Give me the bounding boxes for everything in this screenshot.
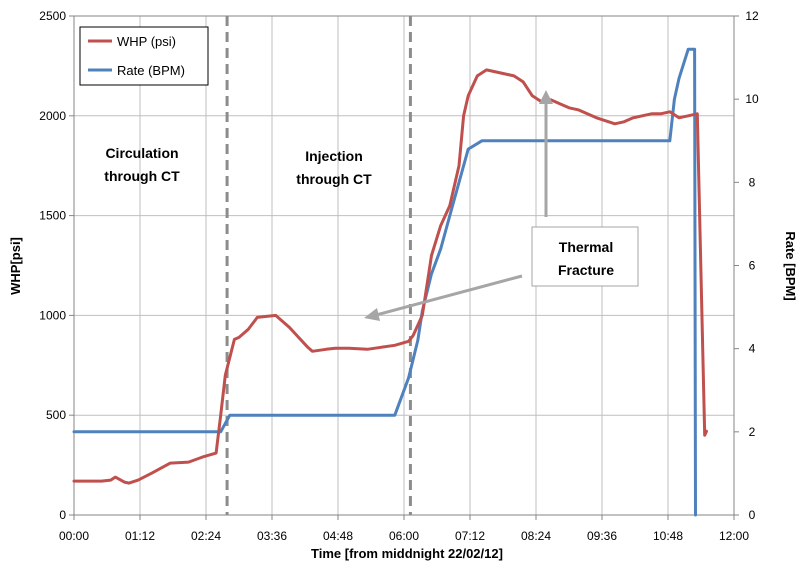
y2-tick-label: 12: [745, 9, 759, 23]
y2-tick-label: 10: [745, 92, 759, 106]
y-tick-labels: 0 500 1000 1500 2000 2500: [39, 9, 74, 522]
y2-tick-label: 4: [749, 342, 756, 356]
y-tick-label: 1000: [39, 308, 66, 322]
y2-tick-labels: 0 2 4 6 8 10 12: [734, 9, 759, 522]
y2-tick-label: 8: [749, 175, 756, 189]
y-tick-label: 1500: [39, 209, 66, 223]
x-tick-labels: 00:00 01:12 02:24 03:36 04:48 06:00 07:12 08:24…: [59, 515, 749, 543]
annotation-thermal-box: [531, 226, 639, 287]
y-tick-label: 2500: [39, 9, 66, 23]
y-tick-label: 2000: [39, 109, 66, 123]
x-tick-label: 00:00: [59, 529, 89, 543]
annotation-thermal-line1: Thermal: [559, 239, 613, 255]
y-axis-title: WHP[psi]: [8, 237, 23, 295]
legend-label-rate: Rate (BPM): [117, 63, 185, 78]
legend: WHP (psi) Rate (BPM): [79, 26, 209, 86]
y-tick-label: 500: [46, 408, 66, 422]
y2-tick-label: 6: [749, 259, 756, 273]
series-lines: [72, 47, 708, 517]
x-tick-label: 03:36: [257, 529, 287, 543]
y-tick-label: 0: [59, 508, 66, 522]
annotation-circulation: Circulation through CT: [104, 145, 180, 184]
arrow-left-head: [364, 308, 380, 321]
y2-tick-label: 2: [749, 425, 756, 439]
legend-label-whp: WHP (psi): [117, 34, 176, 49]
whp-series-line: [72, 68, 708, 485]
rate-series-line: [72, 47, 697, 517]
x-tick-label: 04:48: [323, 529, 353, 543]
y2-tick-label: 0: [749, 508, 756, 522]
x-tick-label: 01:12: [125, 529, 155, 543]
x-tick-label: 10:48: [653, 529, 683, 543]
arrow-up-head: [539, 90, 553, 104]
x-tick-label: 12:00: [719, 529, 749, 543]
annotation-injection-line2: through CT: [296, 171, 372, 187]
x-tick-label: 08:24: [521, 529, 551, 543]
x-tick-label: 02:24: [191, 529, 221, 543]
x-tick-label: 09:36: [587, 529, 617, 543]
annotation-thermal-line2: Fracture: [558, 262, 614, 278]
annotation-injection: Injection through CT: [296, 148, 372, 187]
x-tick-label: 07:12: [455, 529, 485, 543]
vertical-dashed-lines: [225, 16, 412, 515]
legend-box: [79, 26, 209, 86]
y2-axis-title: Rate [BPM]: [783, 231, 798, 300]
x-axis-title: Time [from middnight 22/02/12]: [311, 546, 503, 561]
x-tick-label: 06:00: [389, 529, 419, 543]
arrow-left: [375, 274, 523, 317]
annotation-thermal: Thermal Fracture: [364, 90, 639, 321]
annotation-injection-line1: Injection: [305, 148, 363, 164]
annotation-circulation-line2: through CT: [104, 168, 180, 184]
annotation-circulation-line1: Circulation: [105, 145, 178, 161]
